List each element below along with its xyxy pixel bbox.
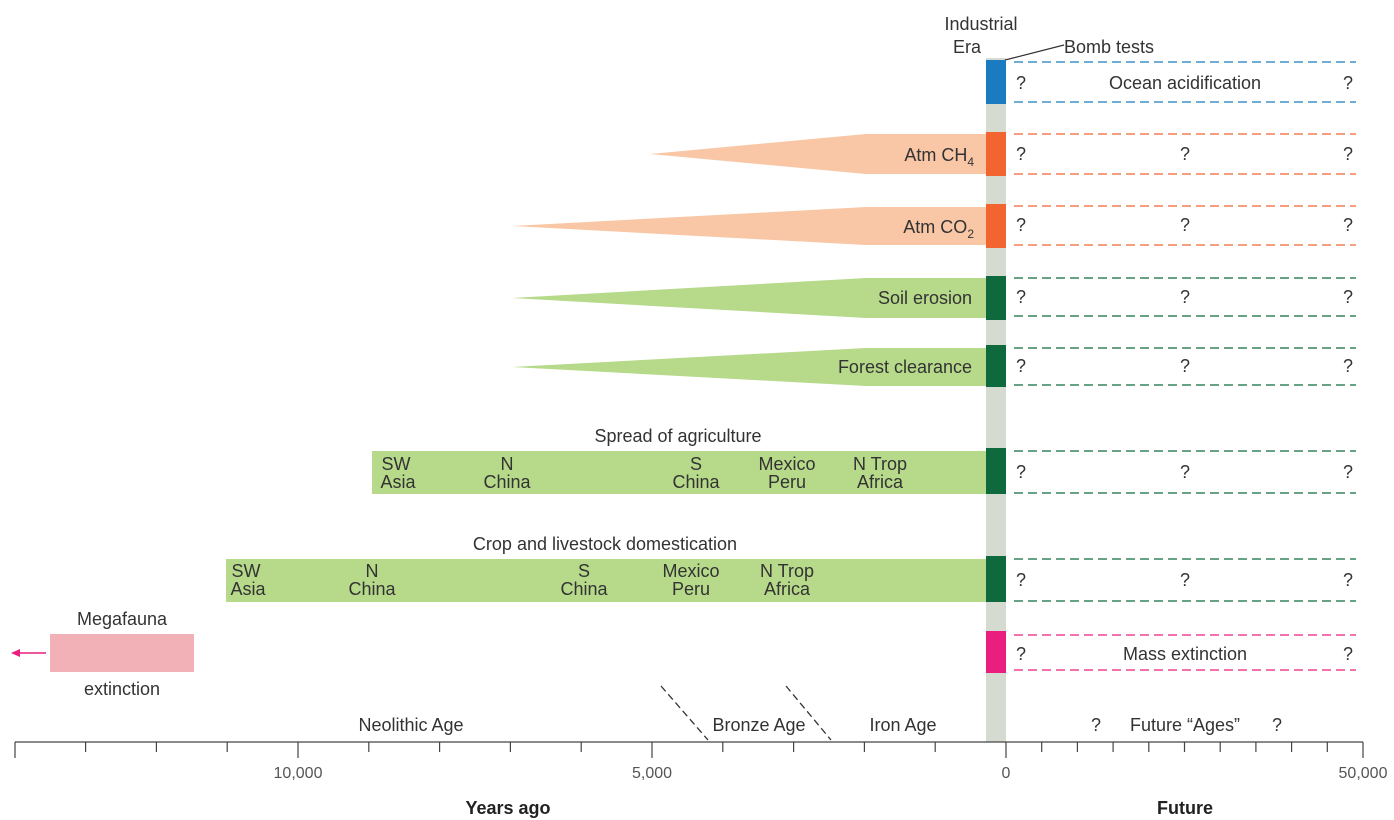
ocean-q-right: ? [1343, 73, 1353, 93]
soil-q-left: ? [1016, 287, 1026, 307]
domestication-title: Crop and livestock domestication [473, 534, 737, 554]
tick-label-50000: 50,000 [1339, 765, 1388, 782]
tick-label-10000: 10,000 [274, 765, 323, 782]
co2-marker [986, 204, 1006, 248]
megafauna-bar [50, 634, 194, 672]
bomb-tests-leader-line [1004, 44, 1065, 61]
agri-region-n-trop-africa: N Trop Africa [853, 454, 907, 492]
dom-q-left: ? [1016, 570, 1026, 590]
co2-q-right: ? [1343, 215, 1353, 235]
megafauna-arrow-icon [11, 649, 46, 657]
agri-region-sw-asia: SW Asia [380, 454, 416, 492]
bronze-age-divider-left [660, 685, 709, 741]
soil-erosion-wedge [512, 278, 986, 318]
mass-q-left: ? [1016, 644, 1026, 664]
tick-label-5000: 5,000 [632, 765, 672, 782]
agri-region-mexico-peru: Mexico Peru [758, 454, 815, 492]
dom-q-mid: ? [1180, 570, 1190, 590]
bomb-tests-label: Bomb tests [1064, 37, 1154, 57]
dom-q-right: ? [1343, 570, 1353, 590]
agriculture-bar [372, 451, 986, 494]
forest-clearance-label: Forest clearance [838, 357, 972, 377]
co2-q-left: ? [1016, 215, 1026, 235]
dom-region-sw-asia: SW Asia [230, 561, 266, 599]
mass-q-right: ? [1343, 644, 1353, 664]
years-ago-axis-title: Years ago [465, 798, 550, 818]
ch4-q-mid: ? [1180, 144, 1190, 164]
domestication-marker [986, 556, 1006, 602]
forest-q-mid: ? [1180, 356, 1190, 376]
co2-wedge [512, 207, 986, 245]
tick-label-0: 0 [1002, 765, 1011, 782]
forest-q-left: ? [1016, 356, 1026, 376]
agri-q-mid: ? [1180, 462, 1190, 482]
future-axis-title: Future [1157, 798, 1213, 818]
soil-erosion-label: Soil erosion [878, 288, 972, 308]
dom-region-n-trop-africa: N Trop Africa [760, 561, 814, 599]
neolithic-age-label: Neolithic Age [358, 715, 463, 735]
agriculture-title: Spread of agriculture [594, 426, 761, 446]
bronze-age-divider-right [785, 685, 832, 741]
future-q-right: ? [1272, 715, 1282, 735]
agri-region-n-china: N China [483, 454, 531, 492]
ocean-acidification-label: Ocean acidification [1109, 73, 1261, 93]
megafauna-label-bottom: extinction [84, 679, 160, 699]
forest-q-right: ? [1343, 356, 1353, 376]
agri-region-s-china: S China [672, 454, 720, 492]
domestication-bar [226, 559, 986, 602]
agri-q-left: ? [1016, 462, 1026, 482]
ocean-q-left: ? [1016, 73, 1026, 93]
forest-clearance-marker [986, 345, 1006, 387]
soil-erosion-marker [986, 276, 1006, 320]
ch4-q-right: ? [1343, 144, 1353, 164]
ocean-acidification-marker [986, 60, 1006, 104]
ch4-label: Atm CH4 [904, 145, 974, 169]
dom-region-s-china: S China [560, 561, 608, 599]
ch4-wedge [650, 134, 986, 174]
mass-extinction-label: Mass extinction [1123, 644, 1247, 664]
megafauna-label-top: Megafauna [77, 609, 168, 629]
ch4-q-left: ? [1016, 144, 1026, 164]
future-q-left: ? [1091, 715, 1101, 735]
dom-region-mexico-peru: Mexico Peru [662, 561, 719, 599]
time-axis-ticks [14, 742, 1364, 758]
future-ages-label: Future “Ages” [1130, 715, 1240, 735]
dom-region-n-china: N China [348, 561, 396, 599]
agri-q-right: ? [1343, 462, 1353, 482]
forest-clearance-wedge [512, 348, 986, 386]
ch4-marker [986, 132, 1006, 176]
iron-age-label: Iron Age [869, 715, 936, 735]
soil-q-right: ? [1343, 287, 1353, 307]
bronze-age-label: Bronze Age [712, 715, 805, 735]
industrial-era-label-line1: Industrial [944, 14, 1017, 34]
co2-q-mid: ? [1180, 215, 1190, 235]
mass-extinction-marker [986, 631, 1006, 673]
agriculture-marker [986, 448, 1006, 494]
co2-label: Atm CO2 [903, 217, 974, 241]
industrial-era-label-line2: Era [953, 37, 982, 57]
soil-q-mid: ? [1180, 287, 1190, 307]
